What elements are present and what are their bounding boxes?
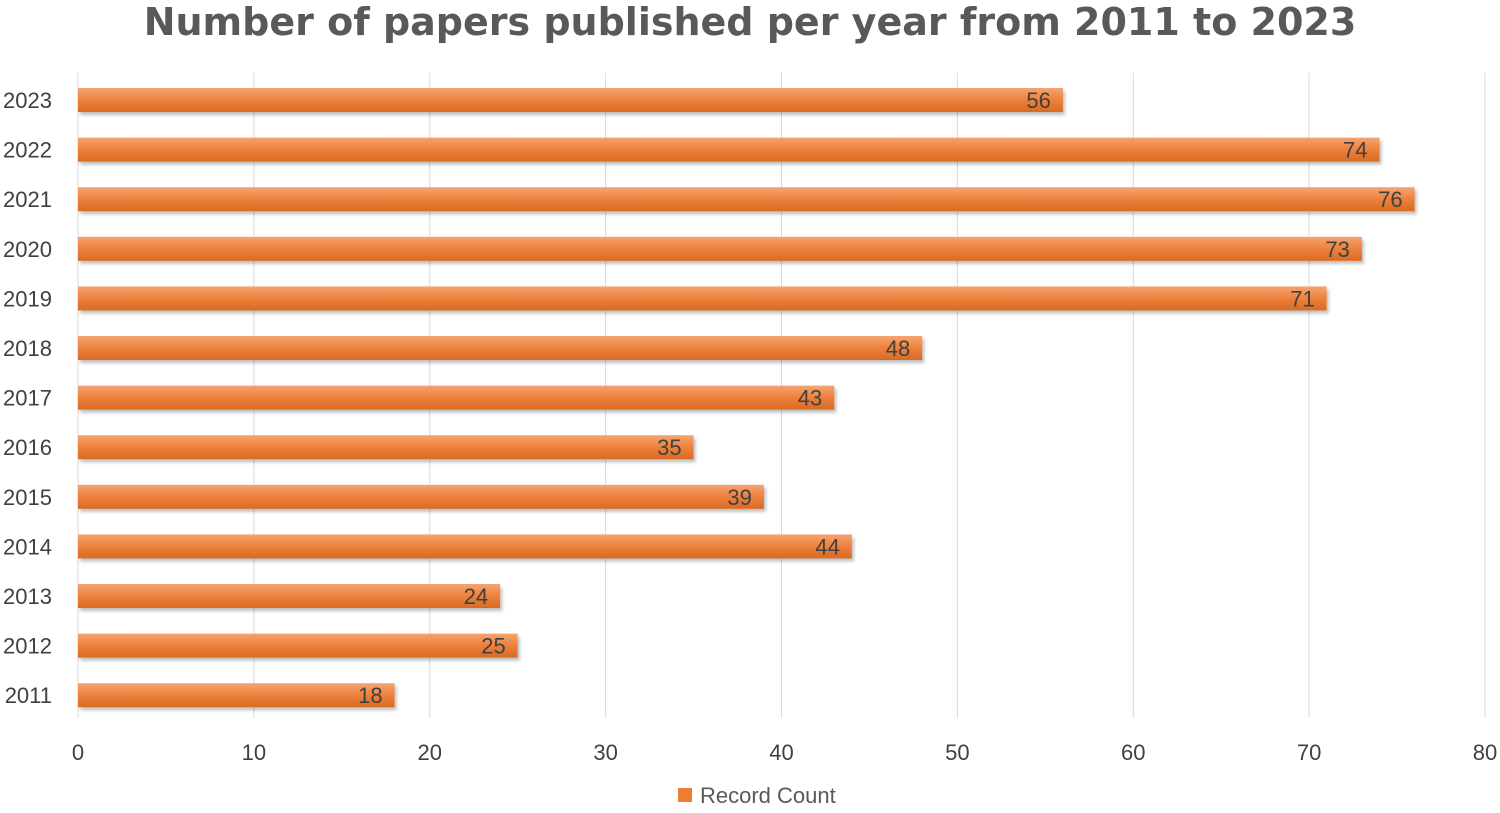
y-tick-label-2015: 2015 — [3, 485, 52, 510]
y-tick-label-2016: 2016 — [3, 435, 52, 460]
x-tick-label-40: 40 — [769, 740, 793, 765]
x-tick-label-20: 20 — [418, 740, 442, 765]
x-tick-label-30: 30 — [593, 740, 617, 765]
y-tick-label-2023: 2023 — [3, 88, 52, 113]
bar-2013 — [78, 584, 501, 608]
data-label-2013: 24 — [464, 584, 488, 609]
bar-2015 — [78, 484, 764, 509]
y-tick-label-2021: 2021 — [3, 187, 52, 212]
x-tick-label-60: 60 — [1121, 740, 1145, 765]
bar-2022 — [78, 137, 1380, 162]
bar-2016 — [78, 435, 694, 460]
data-labels: 56 74 76 73 71 48 43 35 39 44 24 25 18 — [358, 88, 1403, 708]
y-tick-label-2022: 2022 — [3, 138, 52, 163]
bar-2021 — [78, 187, 1415, 212]
y-tick-label-2018: 2018 — [3, 336, 52, 361]
x-tick-label-80: 80 — [1473, 740, 1497, 765]
data-label-2021: 76 — [1378, 187, 1402, 212]
bars — [78, 88, 1415, 708]
y-axis-ticks: 2023 2022 2021 2020 2019 2018 2017 2016 2015 2014… — [3, 88, 52, 708]
legend-swatch-record-count — [678, 788, 692, 802]
data-label-2015: 39 — [727, 485, 751, 510]
data-label-2020: 73 — [1325, 237, 1349, 262]
chart-title: Number of papers published per year from… — [143, 0, 1357, 44]
y-tick-label-2019: 2019 — [3, 286, 52, 311]
data-label-2018: 48 — [886, 336, 910, 361]
legend-label-record-count: Record Count — [700, 783, 836, 808]
data-label-2023: 56 — [1026, 88, 1050, 113]
y-tick-label-2013: 2013 — [3, 584, 52, 609]
data-label-2016: 35 — [657, 435, 681, 460]
y-tick-label-2012: 2012 — [3, 634, 52, 659]
x-tick-label-50: 50 — [945, 740, 969, 765]
data-label-2022: 74 — [1343, 138, 1367, 163]
bar-2011 — [78, 683, 395, 708]
x-tick-label-0: 0 — [72, 740, 84, 765]
y-tick-label-2014: 2014 — [3, 534, 52, 559]
bar-2023 — [78, 88, 1063, 112]
x-axis-ticks: 0 10 20 30 40 50 60 70 80 — [72, 740, 1497, 765]
x-tick-label-70: 70 — [1297, 740, 1321, 765]
y-tick-label-2011: 2011 — [5, 683, 52, 708]
data-label-2019: 71 — [1290, 286, 1314, 311]
y-tick-label-2020: 2020 — [3, 237, 52, 262]
legend: Record Count — [678, 783, 836, 808]
bar-2019 — [78, 286, 1327, 311]
bar-2014 — [78, 534, 852, 559]
bar-2017 — [78, 385, 835, 410]
bar-2020 — [78, 236, 1362, 261]
bar-2012 — [78, 633, 518, 658]
data-label-2017: 43 — [798, 386, 822, 411]
data-label-2011: 18 — [358, 683, 382, 708]
y-tick-label-2017: 2017 — [3, 386, 52, 411]
x-tick-label-10: 10 — [242, 740, 266, 765]
data-label-2012: 25 — [481, 634, 505, 659]
bar-2018 — [78, 336, 923, 360]
data-label-2014: 44 — [815, 534, 839, 559]
